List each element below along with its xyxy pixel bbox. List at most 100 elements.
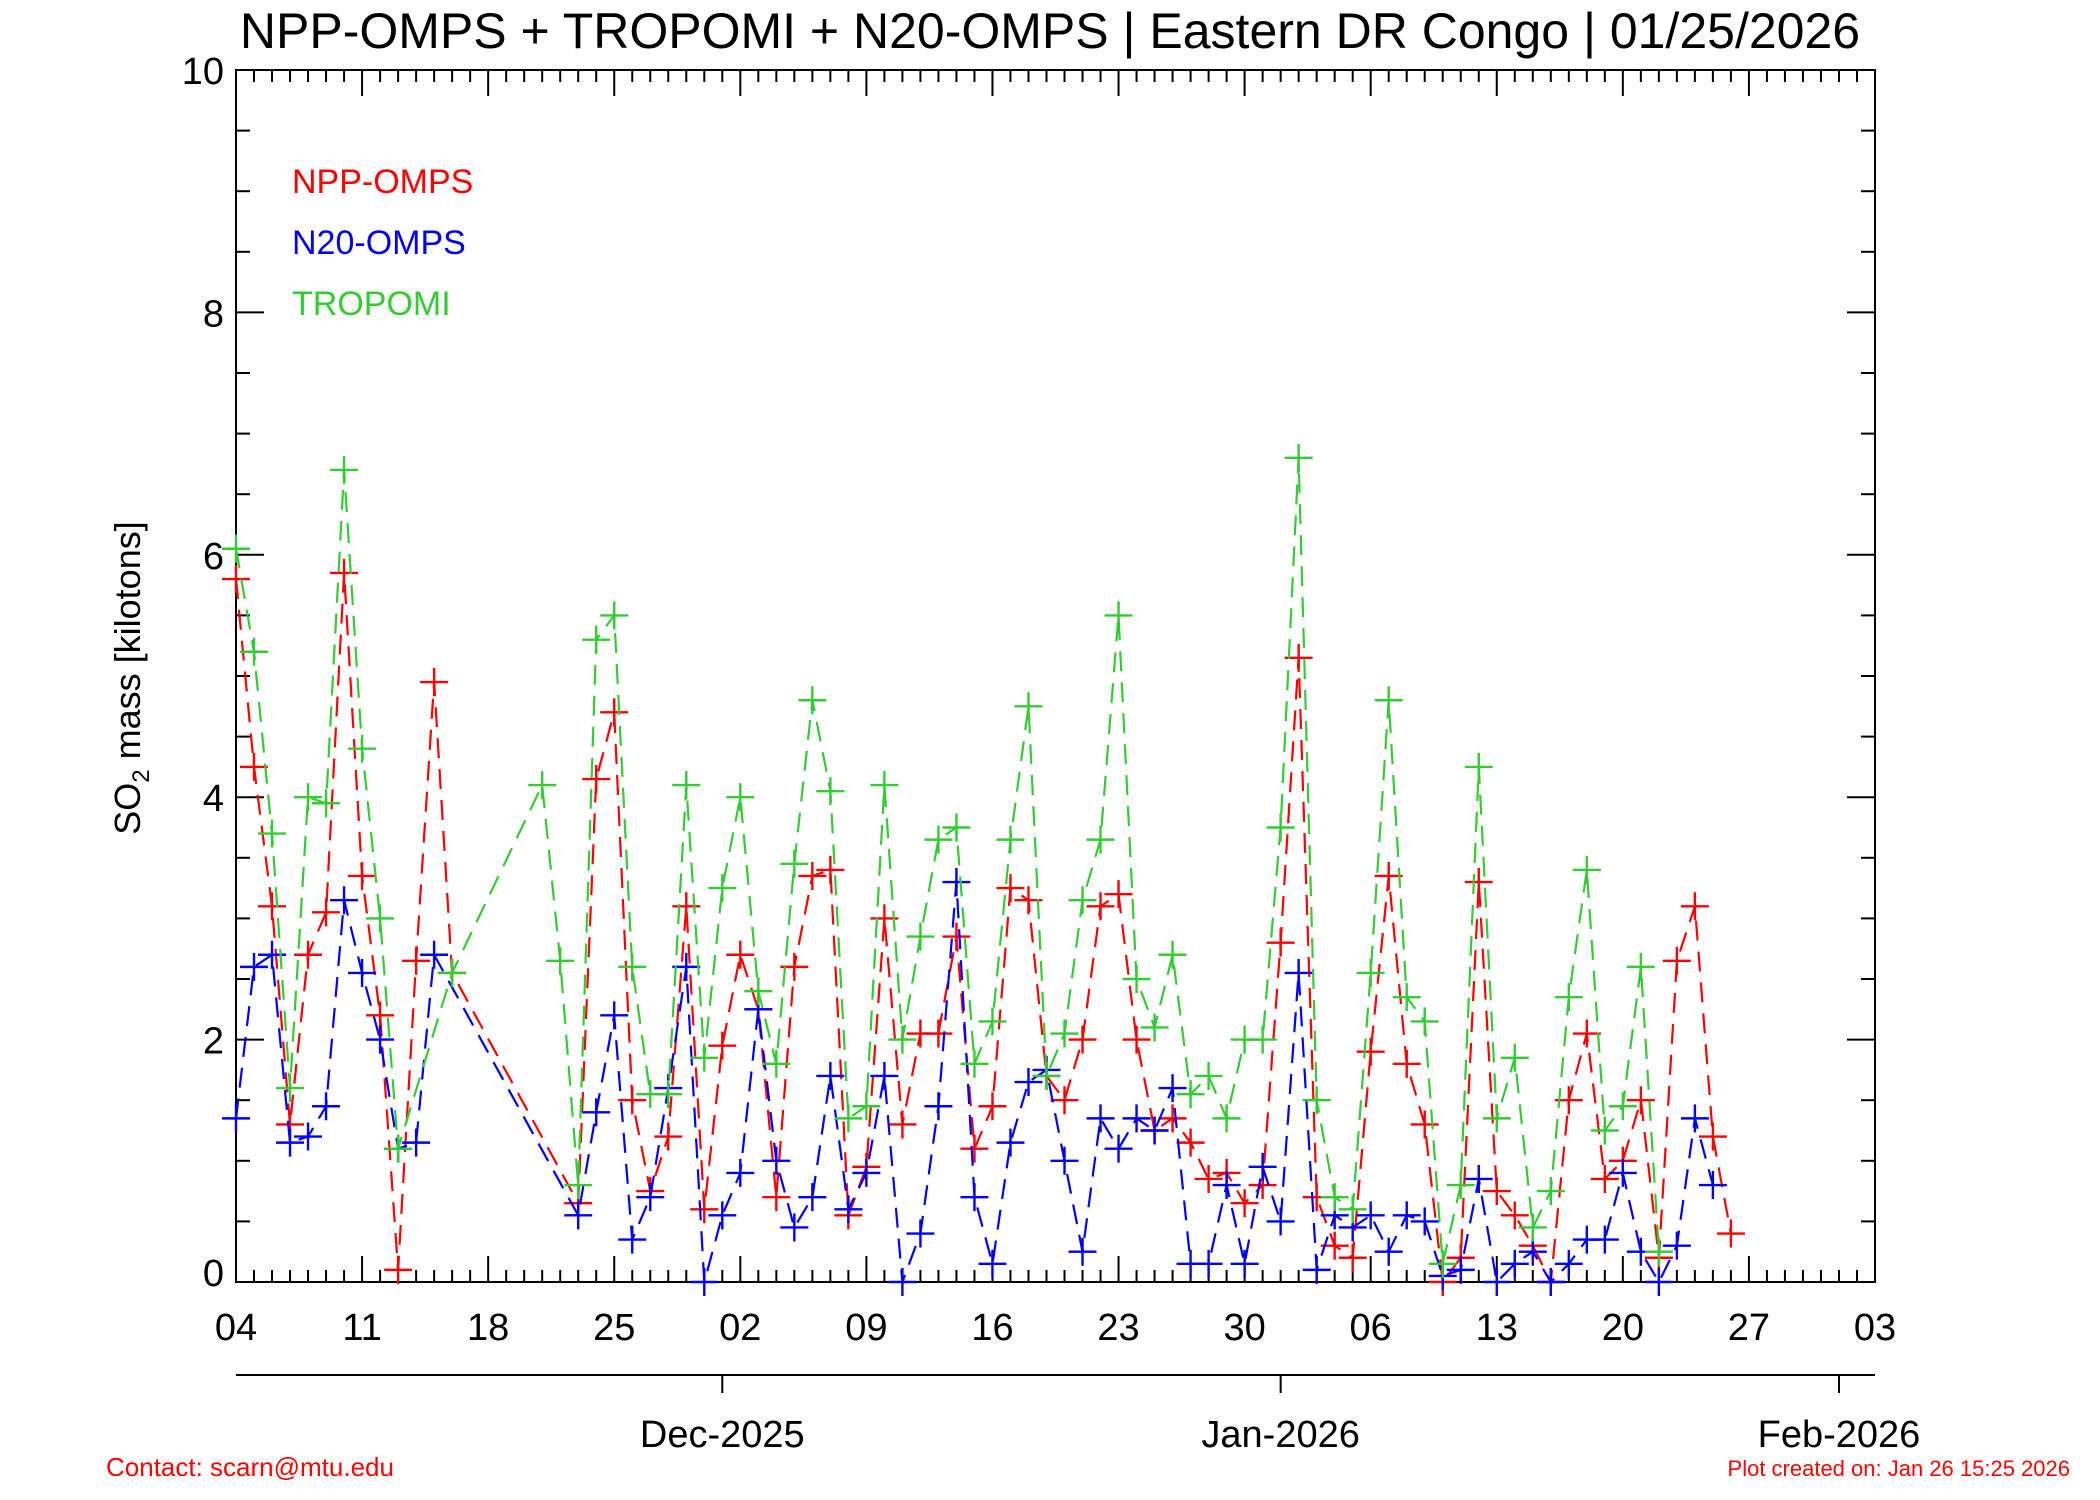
data-point-tropomi — [906, 922, 935, 951]
y-axis-ticks — [236, 69, 1875, 1283]
data-point-tropomi — [1374, 686, 1403, 715]
x-tick-label: 25 — [593, 1307, 635, 1349]
data-point-tropomi — [312, 789, 341, 818]
data-point-n20-omps — [1266, 1207, 1295, 1236]
data-point-npp-omps — [1086, 892, 1115, 921]
data-point-tropomi — [1158, 940, 1187, 969]
data-point-n20-omps — [798, 1183, 827, 1212]
data-point-npp-omps — [1266, 928, 1295, 957]
data-point-n20-omps — [1158, 1074, 1187, 1103]
data-point-n20-omps — [294, 1122, 323, 1151]
series-tropomi — [222, 443, 1673, 1278]
data-point-tropomi — [1626, 952, 1655, 981]
data-point-npp-omps — [1680, 892, 1709, 921]
data-point-n20-omps — [618, 1225, 647, 1254]
data-point-tropomi — [726, 783, 755, 812]
data-point-npp-omps — [366, 1001, 395, 1030]
data-point-n20-omps — [222, 1104, 250, 1133]
data-point-npp-omps — [294, 940, 323, 969]
data-point-tropomi — [1608, 1092, 1637, 1121]
data-point-tropomi — [366, 904, 395, 933]
data-point-npp-omps — [1590, 1164, 1619, 1193]
plot-created-text: Plot created on: Jan 26 15:25 2026 — [1727, 1456, 2070, 1481]
data-point-tropomi — [780, 849, 809, 878]
data-point-n20-omps — [330, 886, 359, 915]
data-point-n20-omps — [672, 952, 701, 981]
data-point-n20-omps — [1392, 1201, 1421, 1230]
data-point-npp-omps — [384, 1255, 413, 1284]
x-tick-label: 04 — [215, 1307, 257, 1349]
data-point-tropomi — [834, 1104, 863, 1133]
data-point-n20-omps — [1410, 1207, 1439, 1236]
data-point-npp-omps — [816, 855, 845, 884]
data-point-npp-omps — [312, 898, 341, 927]
data-point-tropomi — [762, 1049, 791, 1078]
data-point-n20-omps — [888, 1268, 917, 1296]
y-tick-label: 10 — [182, 51, 224, 93]
data-point-npp-omps — [240, 752, 269, 781]
data-point-tropomi — [1302, 1086, 1331, 1115]
data-point-n20-omps — [366, 1025, 395, 1054]
data-point-tropomi — [564, 1171, 593, 1200]
data-point-n20-omps — [1590, 1225, 1619, 1254]
data-point-npp-omps — [1230, 1189, 1259, 1218]
data-point-n20-omps — [1554, 1249, 1583, 1278]
data-point-npp-omps — [888, 1110, 917, 1139]
x-tick-label: 09 — [845, 1307, 887, 1349]
data-point-n20-omps — [1194, 1249, 1223, 1278]
series-n20-omps — [222, 868, 1727, 1296]
data-point-tropomi — [1518, 1213, 1547, 1242]
contact-text: Contact: scarn@mtu.edu — [106, 1452, 394, 1482]
data-point-tropomi — [1266, 813, 1295, 842]
data-point-tropomi — [1014, 692, 1043, 721]
data-point-npp-omps — [1068, 1025, 1097, 1054]
data-point-n20-omps — [870, 1061, 899, 1090]
data-point-npp-omps — [960, 1134, 989, 1163]
data-point-n20-omps — [600, 1001, 629, 1030]
data-point-n20-omps — [402, 1128, 431, 1157]
data-point-n20-omps — [1104, 1134, 1133, 1163]
data-point-npp-omps — [1698, 1122, 1727, 1151]
data-point-tropomi — [1194, 1061, 1223, 1090]
data-point-tropomi — [546, 946, 575, 975]
data-point-n20-omps — [1464, 1164, 1493, 1193]
data-point-tropomi — [1464, 752, 1493, 781]
data-point-tropomi — [222, 534, 250, 563]
data-point-n20-omps — [906, 1219, 935, 1248]
y-axis-label-unit: mass [kilotons] — [107, 521, 148, 769]
data-point-n20-omps — [1086, 1104, 1115, 1133]
x-tick-label: 20 — [1602, 1307, 1644, 1349]
data-point-tropomi — [1500, 1043, 1529, 1072]
data-point-tropomi — [924, 825, 953, 854]
data-point-n20-omps — [1608, 1158, 1637, 1187]
y-axis-label-main: SO — [107, 783, 148, 835]
data-point-n20-omps — [582, 1098, 611, 1127]
data-point-npp-omps — [402, 946, 431, 975]
data-point-n20-omps — [690, 1268, 719, 1296]
data-point-npp-omps — [996, 874, 1025, 903]
data-point-tropomi — [1248, 1025, 1277, 1054]
data-point-n20-omps — [276, 1128, 305, 1157]
data-point-n20-omps — [420, 940, 449, 969]
y-tick-label: 4 — [203, 778, 224, 820]
data-point-npp-omps — [1194, 1164, 1223, 1193]
data-point-tropomi — [1356, 958, 1385, 987]
series-line-npp-omps — [234, 572, 1732, 1286]
data-point-n20-omps — [996, 1128, 1025, 1157]
data-point-tropomi — [1122, 965, 1151, 993]
data-point-npp-omps — [1374, 861, 1403, 890]
data-point-npp-omps — [1662, 946, 1691, 975]
data-point-tropomi — [960, 1049, 989, 1078]
data-point-npp-omps — [1410, 1110, 1439, 1139]
data-point-tropomi — [1590, 1116, 1619, 1145]
data-point-npp-omps — [600, 698, 629, 727]
data-point-tropomi — [330, 455, 359, 484]
data-point-tropomi — [582, 625, 611, 654]
data-point-tropomi — [1410, 1007, 1439, 1036]
data-point-tropomi — [1572, 855, 1601, 884]
data-point-tropomi — [1086, 825, 1115, 854]
y-axis-label-subscript: 2 — [128, 769, 155, 782]
data-point-tropomi — [1176, 1080, 1205, 1109]
data-point-npp-omps — [654, 1122, 683, 1151]
data-point-npp-omps — [1716, 1219, 1745, 1248]
